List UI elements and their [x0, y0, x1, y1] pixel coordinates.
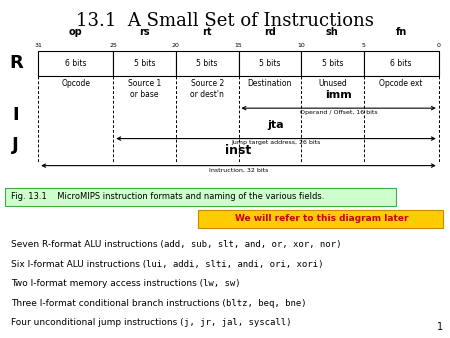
Text: imm: imm: [325, 90, 352, 100]
Text: 31: 31: [34, 43, 42, 48]
Text: ): ): [336, 240, 340, 249]
Text: 13.1  A Small Set of Instructions: 13.1 A Small Set of Instructions: [76, 12, 374, 30]
Text: 1: 1: [437, 322, 443, 332]
Text: rt: rt: [202, 26, 212, 37]
Text: jta: jta: [268, 120, 284, 130]
Text: 10: 10: [297, 43, 305, 48]
Text: ): ): [236, 279, 239, 288]
Text: Operand / Offset, 16 bits: Operand / Offset, 16 bits: [300, 110, 378, 115]
Text: Two I-format memory access instructions (: Two I-format memory access instructions …: [11, 279, 203, 288]
Text: lui, addi, slti, andi, ori, xori: lui, addi, slti, andi, ori, xori: [147, 260, 319, 269]
FancyBboxPatch shape: [301, 51, 364, 76]
Text: 15: 15: [234, 43, 243, 48]
Text: rs: rs: [140, 26, 150, 37]
Text: Fig. 13.1    MicroMIPS instruction formats and naming of the various fields.: Fig. 13.1 MicroMIPS instruction formats …: [11, 192, 324, 201]
Text: sh: sh: [326, 26, 339, 37]
Text: Destination: Destination: [248, 79, 292, 89]
Text: 5: 5: [362, 43, 365, 48]
Text: 0: 0: [437, 43, 441, 48]
Text: We will refer to this diagram later: We will refer to this diagram later: [235, 214, 409, 223]
Text: add, sub, slt, and, or, xor, nor: add, sub, slt, and, or, xor, nor: [164, 240, 336, 249]
Text: Three I-format conditional branch instructions (: Three I-format conditional branch instru…: [11, 299, 226, 308]
FancyBboxPatch shape: [113, 51, 176, 76]
FancyBboxPatch shape: [38, 51, 113, 76]
FancyBboxPatch shape: [238, 51, 301, 76]
Text: J: J: [13, 136, 19, 154]
Text: R: R: [9, 54, 22, 72]
Text: fn: fn: [396, 26, 407, 37]
Text: I: I: [13, 106, 19, 124]
Text: 5 bits: 5 bits: [322, 59, 343, 68]
Text: inst: inst: [225, 144, 252, 157]
Text: Six I-format ALU instructions (: Six I-format ALU instructions (: [11, 260, 147, 269]
Text: Four unconditional jump instructions (: Four unconditional jump instructions (: [11, 318, 184, 328]
Text: j, jr, jal, syscall: j, jr, jal, syscall: [184, 318, 286, 328]
Text: Opcode ext: Opcode ext: [379, 79, 423, 89]
Text: Instruction, 32 bits: Instruction, 32 bits: [209, 167, 268, 172]
Text: Jump target address, 26 bits: Jump target address, 26 bits: [231, 140, 321, 145]
Text: 5 bits: 5 bits: [197, 59, 218, 68]
FancyBboxPatch shape: [364, 51, 439, 76]
Text: Seven R-format ALU instructions (: Seven R-format ALU instructions (: [11, 240, 164, 249]
Text: 5 bits: 5 bits: [259, 59, 280, 68]
Text: Unused: Unused: [318, 79, 347, 89]
Text: Opcode: Opcode: [61, 79, 90, 89]
Text: ): ): [286, 318, 289, 328]
Text: Source 2
or dest'n: Source 2 or dest'n: [190, 79, 224, 99]
Text: bltz, beq, bne: bltz, beq, bne: [226, 299, 302, 308]
Text: 5 bits: 5 bits: [134, 59, 155, 68]
Text: 20: 20: [172, 43, 180, 48]
Bar: [4, 188, 396, 206]
Text: 6 bits: 6 bits: [391, 59, 412, 68]
Text: rd: rd: [264, 26, 276, 37]
Bar: [198, 210, 443, 228]
Text: Source 1
or base: Source 1 or base: [128, 79, 161, 99]
Text: op: op: [69, 26, 83, 37]
Text: ): ): [302, 299, 305, 308]
Text: 25: 25: [109, 43, 117, 48]
Text: lw, sw: lw, sw: [203, 279, 236, 288]
Text: ): ): [319, 260, 322, 269]
FancyBboxPatch shape: [176, 51, 239, 76]
Text: 6 bits: 6 bits: [65, 59, 86, 68]
